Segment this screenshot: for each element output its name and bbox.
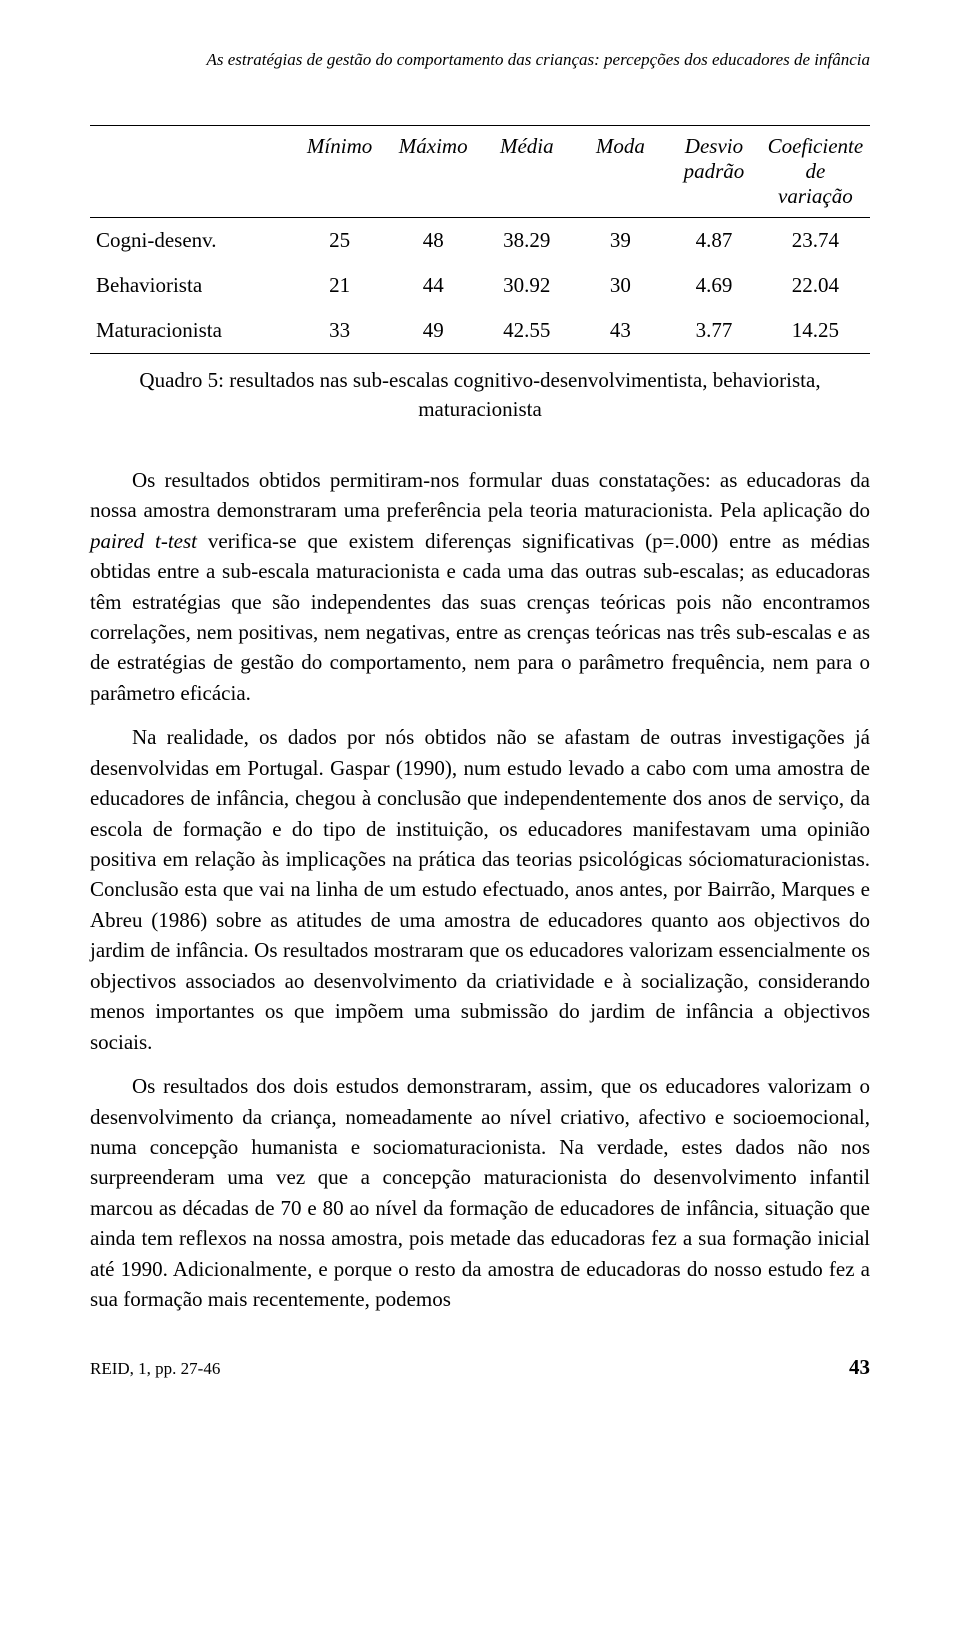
p1-italic-term: paired t-test — [90, 529, 197, 553]
p1-text: Os resultados obtidos permitiram-nos for… — [90, 468, 870, 522]
cell-value: 42.55 — [480, 308, 574, 354]
cell-value: 4.87 — [667, 218, 761, 264]
cell-value: 25 — [293, 218, 387, 264]
table-header-row: Mínimo Máximo Média Moda Desvio padrão C… — [90, 126, 870, 218]
table-row: Cogni-desenv. 25 48 38.29 39 4.87 23.74 — [90, 218, 870, 264]
col-moda: Moda — [574, 126, 668, 218]
cell-value: 30 — [574, 263, 668, 308]
cell-label: Behaviorista — [90, 263, 293, 308]
cell-value: 39 — [574, 218, 668, 264]
cell-value: 44 — [386, 263, 480, 308]
cell-label: Maturacionista — [90, 308, 293, 354]
cell-value: 4.69 — [667, 263, 761, 308]
page-footer: REID, 1, pp. 27-46 43 — [90, 1355, 870, 1380]
table-row: Maturacionista 33 49 42.55 43 3.77 14.25 — [90, 308, 870, 354]
p1-text-cont: verifica-se que existem diferenças signi… — [90, 529, 870, 705]
cell-value: 49 — [386, 308, 480, 354]
cell-value: 14.25 — [761, 308, 870, 354]
cell-value: 3.77 — [667, 308, 761, 354]
cell-value: 22.04 — [761, 263, 870, 308]
body-paragraph-3: Os resultados dos dois estudos demonstra… — [90, 1071, 870, 1315]
cell-value: 33 — [293, 308, 387, 354]
col-minimo: Mínimo — [293, 126, 387, 218]
cell-value: 48 — [386, 218, 480, 264]
cell-value: 30.92 — [480, 263, 574, 308]
cell-value: 23.74 — [761, 218, 870, 264]
col-coeficiente: Coeficiente de variação — [761, 126, 870, 218]
body-paragraph-2: Na realidade, os dados por nós obtidos n… — [90, 722, 870, 1057]
table-row: Behaviorista 21 44 30.92 30 4.69 22.04 — [90, 263, 870, 308]
col-maximo: Máximo — [386, 126, 480, 218]
col-media: Média — [480, 126, 574, 218]
cell-value: 43 — [574, 308, 668, 354]
cell-value: 38.29 — [480, 218, 574, 264]
cell-value: 21 — [293, 263, 387, 308]
col-desvio: Desvio padrão — [667, 126, 761, 218]
col-empty — [90, 126, 293, 218]
body-paragraph-1: Os resultados obtidos permitiram-nos for… — [90, 465, 870, 709]
stats-table: Mínimo Máximo Média Moda Desvio padrão C… — [90, 125, 870, 354]
running-header: As estratégias de gestão do comportament… — [90, 50, 870, 70]
footer-page-number: 43 — [849, 1355, 870, 1380]
cell-label: Cogni-desenv. — [90, 218, 293, 264]
footer-citation: REID, 1, pp. 27-46 — [90, 1359, 220, 1379]
table-caption: Quadro 5: resultados nas sub-escalas cog… — [90, 366, 870, 425]
